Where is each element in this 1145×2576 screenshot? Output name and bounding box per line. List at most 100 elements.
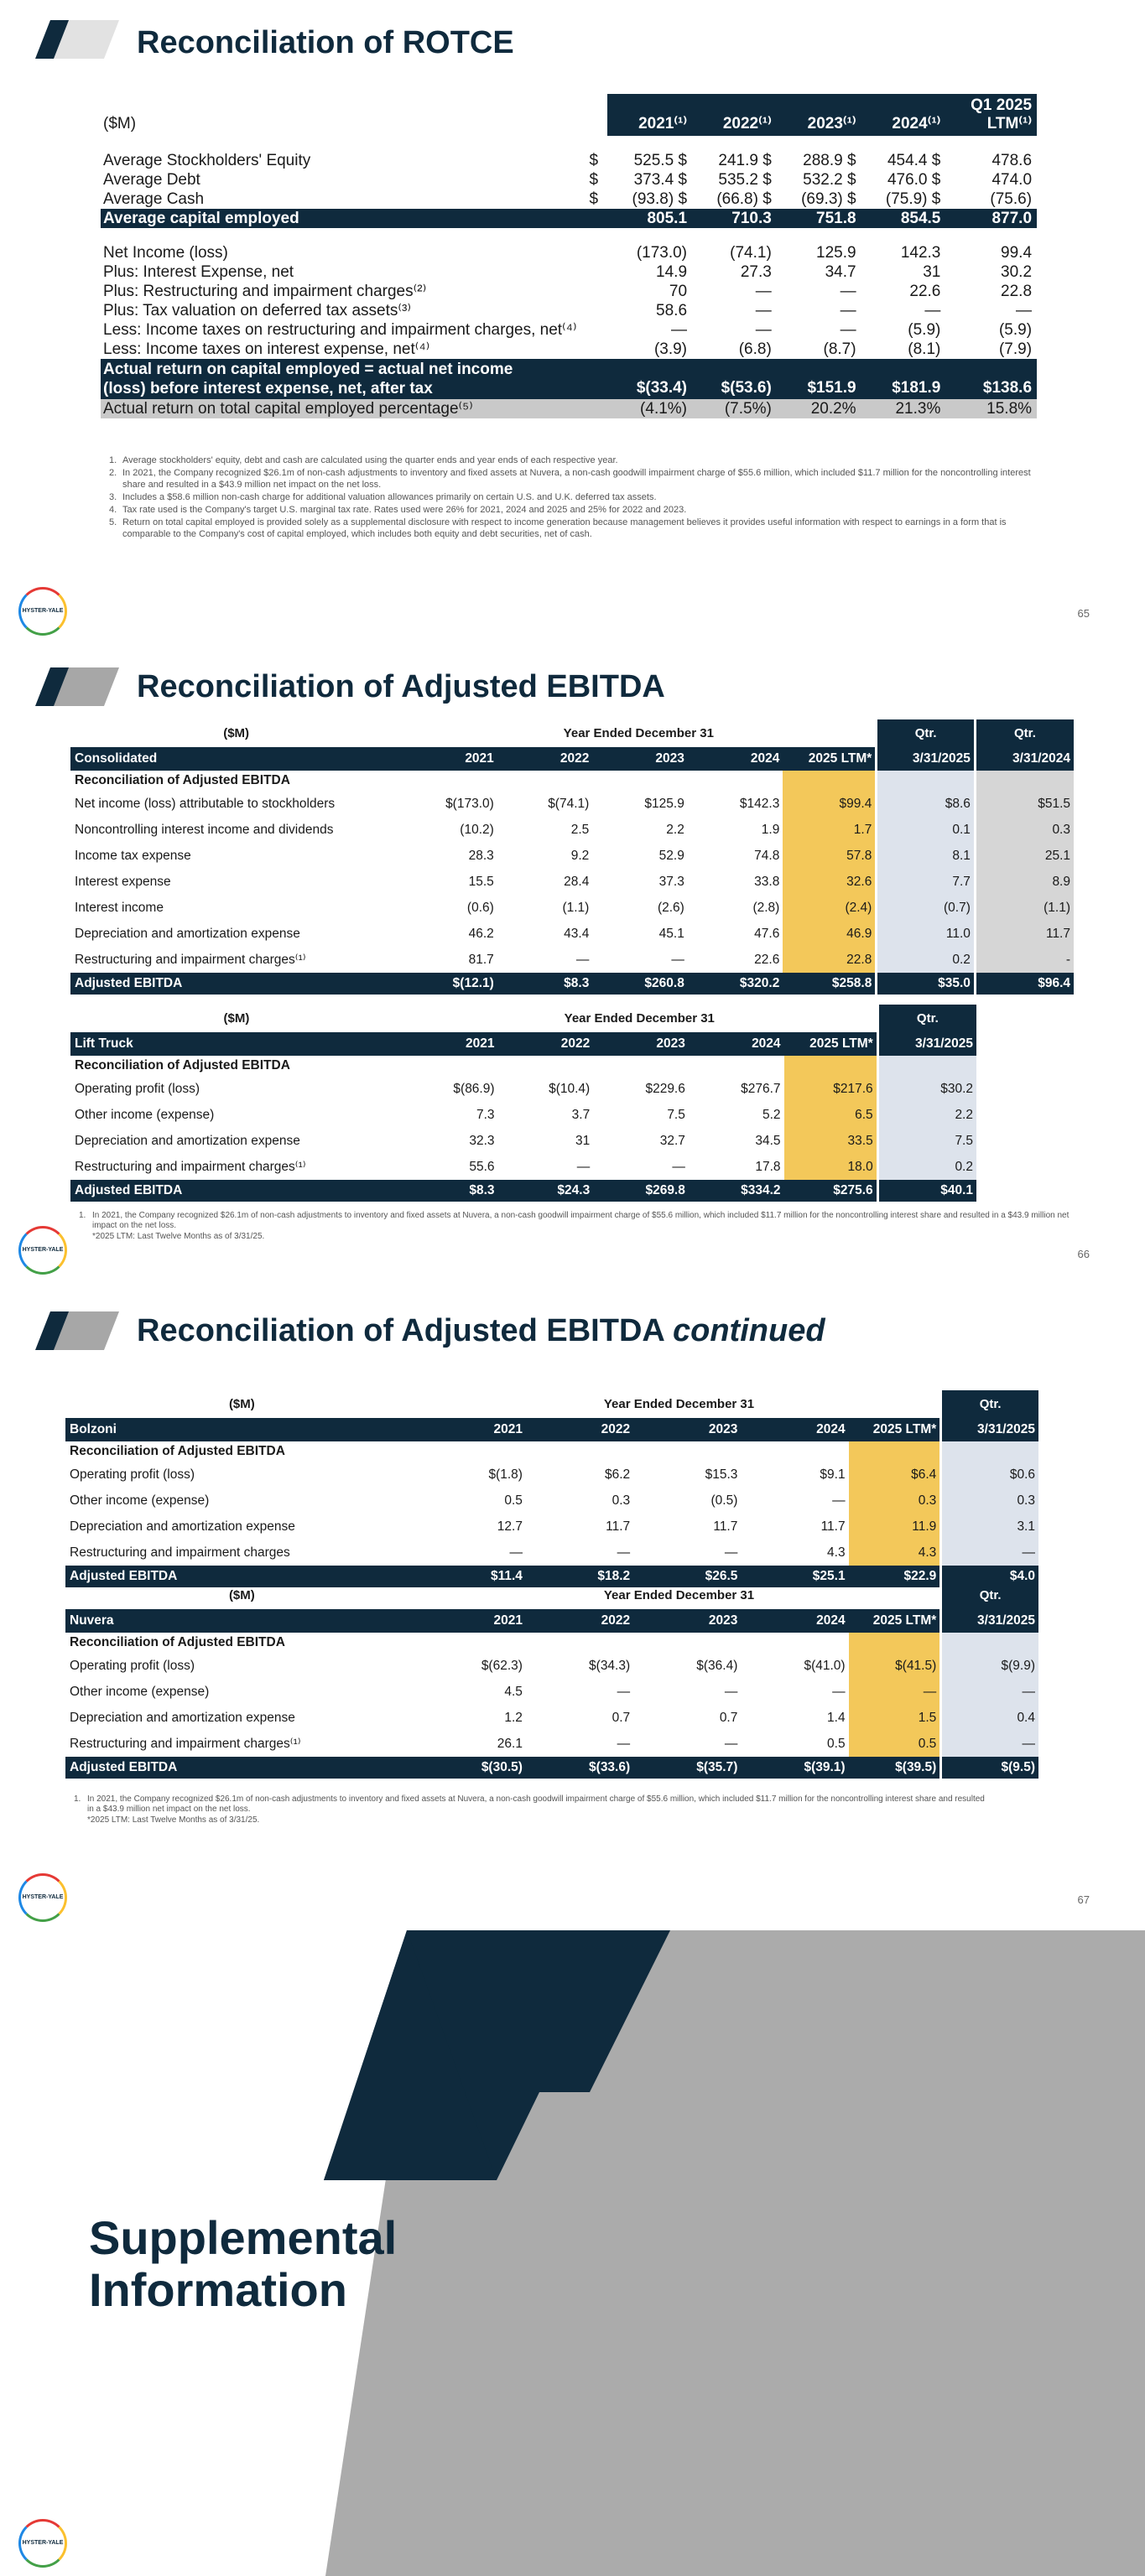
col-header: 2022⁽¹⁾ bbox=[692, 94, 777, 136]
table-cell: (10.2) bbox=[460, 822, 494, 837]
company-logo: HYSTER-YALE bbox=[18, 1873, 67, 1922]
col-header: 2023⁽¹⁾ bbox=[776, 94, 861, 136]
rotce-cell: 476.0 $ bbox=[887, 170, 941, 189]
table-meta-header: ($M) Year Ended December 31 Qtr. bbox=[70, 1005, 976, 1032]
table-row: Net income (loss) attributable to stockh… bbox=[70, 791, 1074, 817]
rotce-cell: 14.9 bbox=[656, 262, 688, 281]
table-cell: $18.2 bbox=[525, 1566, 634, 1587]
table-cell: $6.4 bbox=[848, 1462, 941, 1488]
table-cell: $40.1 bbox=[876, 1180, 976, 1202]
table-cell: 0.5 bbox=[504, 1493, 523, 1508]
table-cell: 11.7 bbox=[820, 1519, 846, 1534]
rotce-cell: (173.0) bbox=[636, 243, 688, 262]
table-cell: 0.5 bbox=[848, 1731, 941, 1757]
rotce-cell: 30.2 bbox=[1001, 262, 1033, 281]
footnote: 5. Return on total capital employed is pr… bbox=[109, 517, 1007, 539]
table-cell: 6.5 bbox=[783, 1102, 878, 1128]
rotce-cell: — bbox=[924, 301, 941, 319]
table-cell: $15.3 bbox=[705, 1467, 738, 1482]
table-cell: $11.4 bbox=[418, 1566, 526, 1587]
table-cell: $8.3 bbox=[497, 973, 593, 995]
table-cell: 81.7 bbox=[468, 952, 494, 967]
rotce-cell: 34.7 bbox=[825, 262, 856, 281]
col-header: 3/31/2025 bbox=[875, 747, 976, 771]
adjusted-ebitda-row: Adjusted EBITDA $8.3 $24.3 $269.8 $334.2 $275… bbox=[70, 1180, 976, 1202]
col-header: 2022 bbox=[497, 747, 593, 771]
table-cell: 32.6 bbox=[783, 869, 877, 895]
adjusted-ebitda-row: Adjusted EBITDA $(30.5) $(33.6) $(35.7) $(39… bbox=[65, 1757, 1038, 1779]
col-header: 2024 bbox=[687, 747, 783, 771]
section-row: Reconciliation of Adjusted EBITDA bbox=[70, 1056, 976, 1076]
table-cell: 22.6 bbox=[754, 952, 780, 967]
table-cell: 1.4 bbox=[827, 1710, 846, 1725]
title-parallelogram-icon bbox=[35, 20, 119, 59]
table-cell: — bbox=[724, 1736, 738, 1751]
col-header: 2022 bbox=[497, 1032, 594, 1056]
table-cell: 46.2 bbox=[468, 926, 494, 941]
rotce-cell: 99.4 bbox=[1001, 243, 1033, 262]
table-cell: 0.2 bbox=[876, 1154, 976, 1180]
col-header: 2024⁽¹⁾ bbox=[861, 94, 946, 136]
table-row: Operating profit (loss) $(1.8) $6.2 $15.3 $9… bbox=[65, 1462, 1038, 1488]
rotce-row: Plus: Tax valuation on deferred tax asse… bbox=[101, 301, 1037, 320]
table-cell: 31 bbox=[575, 1133, 591, 1148]
table-cell: $26.5 bbox=[633, 1566, 742, 1587]
rotce-cell: (5.9) bbox=[908, 320, 941, 339]
table-cell: $(9.9) bbox=[939, 1653, 1038, 1679]
table-cell: $217.6 bbox=[783, 1076, 878, 1102]
footnote: 1. Average stockholders' equity, debt and… bbox=[109, 455, 618, 465]
table-cell: 37.3 bbox=[658, 874, 684, 889]
table-cell: — bbox=[939, 1731, 1038, 1757]
nuvera-table: ($M) Year Ended December 31 Qtr. Nuvera 2021… bbox=[65, 1581, 1038, 1779]
table-row: Depreciation and amortization expense 32.… bbox=[70, 1128, 976, 1154]
table-cell: $8.3 bbox=[402, 1180, 498, 1202]
rotce-cell: 125.9 bbox=[816, 243, 856, 262]
table-cell: — bbox=[575, 952, 590, 967]
table-cell: 18.0 bbox=[783, 1154, 878, 1180]
rotce-row: Net Income (loss) (173.0) (74.1) 125.9 142.3… bbox=[101, 243, 1037, 262]
col-header: 2023 bbox=[592, 747, 688, 771]
table-cell: $(30.5) bbox=[418, 1757, 526, 1779]
footnote: 1. In 2021, the Company recognized $26.1m… bbox=[74, 1794, 985, 1814]
col-header: 2024 bbox=[688, 1032, 784, 1056]
page-title: Reconciliation of ROTCE bbox=[137, 25, 514, 60]
table-cell: $275.6 bbox=[783, 1180, 878, 1202]
table-cell: 2.5 bbox=[570, 822, 590, 837]
section-row: Reconciliation of Adjusted EBITDA bbox=[65, 1633, 1038, 1653]
table-cell: $9.1 bbox=[820, 1467, 846, 1482]
table-cell: $142.3 bbox=[739, 796, 780, 811]
table-cell: 25.1 bbox=[973, 843, 1074, 869]
table-row: Depreciation and amortization expense 12.… bbox=[65, 1514, 1038, 1540]
rotce-row: Plus: Interest Expense, net 14.9 27.3 34.7 3… bbox=[101, 262, 1037, 282]
slide-adjusted-ebitda: Reconciliation of Adjusted EBITDA ($M) Ye… bbox=[0, 644, 1145, 1281]
rotce-row: Average Cash $ (93.8) $ (66.8) $ (69.3) $ (75… bbox=[101, 190, 1037, 209]
table-cell: $0.6 bbox=[939, 1462, 1038, 1488]
col-header: 3/31/2025 bbox=[939, 1418, 1038, 1441]
table-cell: $276.7 bbox=[741, 1081, 781, 1096]
table-cell: 0.7 bbox=[612, 1710, 631, 1725]
table-row: Depreciation and amortization expense 1.2… bbox=[65, 1705, 1038, 1731]
table-cell: $(41.5) bbox=[848, 1653, 941, 1679]
unit-label: ($M) bbox=[103, 115, 137, 132]
table-cell: $30.2 bbox=[876, 1076, 976, 1102]
table-cell: 47.6 bbox=[754, 926, 780, 941]
section-row: Reconciliation of Adjusted EBITDA bbox=[70, 771, 1074, 791]
page-number: 65 bbox=[1077, 607, 1090, 620]
table-row: Operating profit (loss) $(86.9) $(10.4) $22… bbox=[70, 1076, 976, 1102]
table-cell: — bbox=[724, 1545, 738, 1560]
qtr-header: Qtr. bbox=[939, 1390, 1038, 1418]
table-cell: 0.1 bbox=[875, 817, 976, 843]
table-cell: $(1.8) bbox=[488, 1467, 523, 1482]
table-cell: $96.4 bbox=[973, 973, 1074, 995]
rotce-cell: (3.9) bbox=[653, 340, 688, 358]
adjusted-ebitda-row: Adjusted EBITDA $(12.1) $8.3 $260.8 $320.2 $2… bbox=[70, 973, 1074, 995]
table-cell: — bbox=[939, 1679, 1038, 1705]
col-header: 2021 bbox=[418, 1609, 526, 1633]
table-cell: 46.9 bbox=[783, 921, 877, 947]
rotce-cell: 142.3 bbox=[900, 243, 941, 262]
rotce-row: Less: Income taxes on restructuring and … bbox=[101, 320, 1037, 340]
table-row: Restructuring and impairment charges⁽¹⁾ 5… bbox=[70, 1154, 976, 1180]
section-row: Reconciliation of Adjusted EBITDA bbox=[65, 1441, 1038, 1462]
table-cell: 7.7 bbox=[875, 869, 976, 895]
table-cell: — bbox=[672, 1159, 685, 1174]
